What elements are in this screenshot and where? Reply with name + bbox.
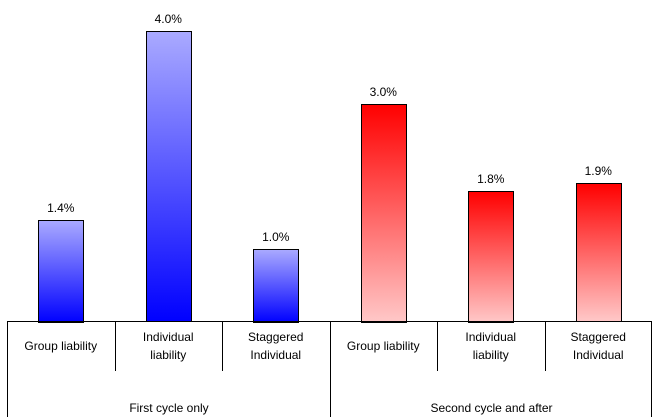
bar-second-cycle-and-after-staggered-individual [576, 183, 622, 322]
category-label-second-cycle-and-after-individual-liability: Individual liability [465, 330, 516, 362]
bar-first-cycle-only-individual-liability [146, 31, 192, 322]
data-label-first-cycle-only-individual-liability: 4.0% [155, 12, 183, 26]
bar-first-cycle-only-staggered-individual [253, 249, 299, 323]
category-label-second-cycle-and-after-group-liability: Group liability [347, 339, 420, 353]
category-label-first-cycle-only-staggered-individual: Staggered Individual [248, 330, 303, 362]
group-label-first-cycle-only: First cycle only [129, 401, 208, 415]
bar-first-cycle-only-group-liability [38, 220, 84, 323]
bar-second-cycle-and-after-group-liability [361, 104, 407, 323]
bar-second-cycle-and-after-individual-liability [468, 191, 514, 323]
data-label-first-cycle-only-group-liability: 1.4% [47, 201, 75, 215]
category-axis: Group liability Individual liability Stagge… [7, 321, 652, 417]
data-label-second-cycle-and-after-group-liability: 3.0% [370, 85, 398, 99]
data-label-second-cycle-and-after-staggered-individual: 1.9% [585, 164, 613, 178]
group-label-second-cycle-and-after: Second cycle and after [430, 401, 552, 415]
category-label-first-cycle-only-group-liability: Group liability [24, 339, 97, 353]
data-label-first-cycle-only-staggered-individual: 1.0% [262, 230, 290, 244]
category-label-second-cycle-and-after-staggered-individual: Staggered Individual [571, 330, 626, 362]
bars-layer [38, 31, 622, 323]
data-label-second-cycle-and-after-individual-liability: 1.8% [477, 172, 505, 186]
category-label-first-cycle-only-individual-liability: Individual liability [143, 330, 194, 362]
data-labels-layer: 1.4% 4.0% 1.0% 3.0% 1.8% 1.9% [47, 12, 612, 244]
